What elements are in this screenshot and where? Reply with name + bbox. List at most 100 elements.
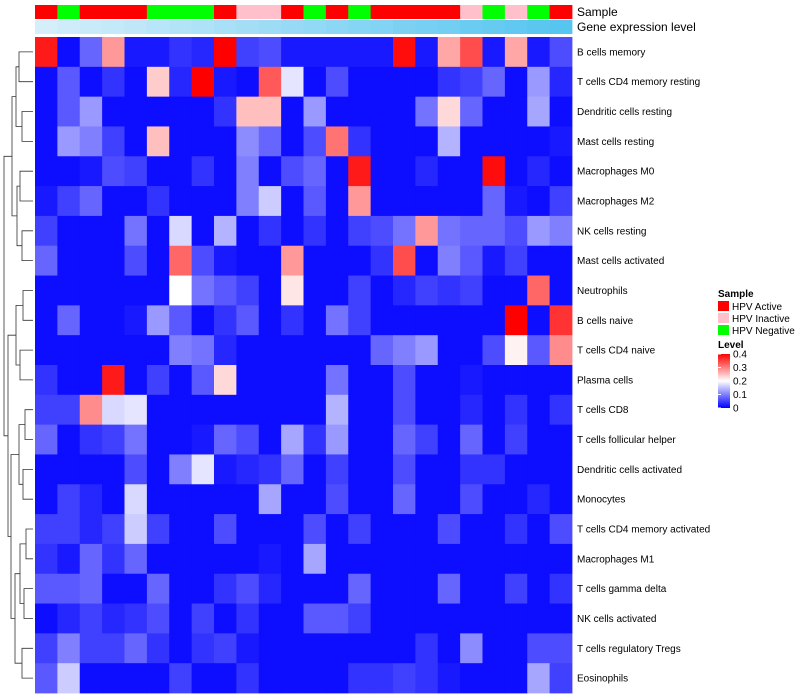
heatmap-cell <box>482 543 506 575</box>
heatmap-cell <box>348 543 372 575</box>
heatmap-cell <box>303 514 327 545</box>
heatmap-cell <box>437 96 461 127</box>
sample-annotation-cell <box>124 5 148 19</box>
heatmap-cell <box>102 603 125 634</box>
heatmap-cell <box>303 603 327 634</box>
dendrogram-branch <box>18 424 25 485</box>
heatmap-cell <box>437 573 461 604</box>
level-tick-label: 0 <box>733 404 739 415</box>
heatmap-cell <box>146 126 170 157</box>
expression-annotation-cell <box>460 20 483 34</box>
heatmap-cell <box>460 215 483 247</box>
heatmap-cell <box>504 66 528 98</box>
heatmap-cell <box>482 37 506 68</box>
heatmap-cell <box>527 305 551 336</box>
heatmap-cell <box>35 156 58 187</box>
heatmap-cell <box>191 514 215 545</box>
heatmap-cell <box>258 126 282 157</box>
heatmap-cell <box>348 394 372 426</box>
expression-annotation-cell <box>504 20 528 34</box>
heatmap-cell <box>146 245 170 276</box>
dendrogram-branch <box>14 573 22 664</box>
heatmap-cell <box>437 305 461 336</box>
heatmap-cell <box>146 96 170 127</box>
heatmap-cell <box>146 215 170 247</box>
heatmap-cell <box>348 126 372 157</box>
row-label: Dendritic cells activated <box>577 465 682 476</box>
heatmap-cell <box>348 365 372 396</box>
heatmap-cell <box>393 424 416 455</box>
heatmap-cell <box>169 514 193 545</box>
heatmap-cell <box>79 365 103 396</box>
heatmap-cell <box>303 96 327 127</box>
expression-annotation-label: Gene expression level <box>577 20 696 34</box>
heatmap-cell <box>35 543 58 575</box>
heatmap-cell <box>415 633 439 664</box>
heatmap-cell <box>191 335 215 366</box>
heatmap-cell <box>437 37 461 68</box>
dendrogram-branch <box>19 543 26 604</box>
row-label: T cells CD4 memory activated <box>577 525 710 536</box>
row-label: B cells memory <box>577 47 645 58</box>
heatmap-cell <box>325 633 349 664</box>
heatmap-cell <box>482 633 506 664</box>
heatmap-cell <box>348 275 372 306</box>
heatmap-cell <box>258 156 282 187</box>
heatmap-cell <box>303 454 327 485</box>
heatmap-cell <box>370 663 394 694</box>
level-tick-label: 0.2 <box>733 377 747 388</box>
heatmap-cell <box>303 215 327 247</box>
heatmap-cell <box>393 335 416 366</box>
heatmap-cell <box>214 394 237 426</box>
heatmap-cell <box>549 37 573 68</box>
sample-annotation-cell <box>214 5 237 19</box>
row-label: T cells regulatory Tregs <box>577 644 681 655</box>
sample-annotation-cell <box>191 5 215 19</box>
heatmap-cell <box>460 156 483 187</box>
heatmap-cell <box>504 484 528 515</box>
heatmap-cell <box>348 603 372 634</box>
heatmap-cell <box>214 186 237 217</box>
heatmap-cell <box>57 365 81 396</box>
heatmap-cell <box>504 335 528 366</box>
heatmap-cell <box>102 424 125 455</box>
heatmap-cell <box>482 186 506 217</box>
heatmap-cell <box>169 275 193 306</box>
sample-annotation-cell <box>549 5 573 19</box>
heatmap-cell <box>460 424 483 455</box>
heatmap-cell <box>169 633 193 664</box>
heatmap-cell <box>236 305 260 336</box>
sample-annotation-cell <box>482 5 506 19</box>
heatmap-cell <box>370 96 394 127</box>
row-label: Neutrophils <box>577 286 628 297</box>
heatmap-cell <box>348 215 372 247</box>
legend-sample-label: HPV Inactive <box>732 314 790 325</box>
sample-annotation-label: Sample <box>577 5 618 19</box>
sample-annotation-cell <box>437 5 461 19</box>
heatmap-cell <box>57 424 81 455</box>
heatmap-cell <box>236 126 260 157</box>
heatmap-cell <box>504 215 528 247</box>
heatmap-cell <box>214 66 237 98</box>
heatmap-cell <box>281 454 304 485</box>
expression-annotation-cell <box>527 20 551 34</box>
heatmap-cell <box>303 335 327 366</box>
heatmap-cell <box>35 365 58 396</box>
heatmap-cell <box>303 633 327 664</box>
heatmap-cell <box>460 454 483 485</box>
heatmap-cell <box>214 454 237 485</box>
heatmap-cell <box>169 245 193 276</box>
expression-annotation-cell <box>281 20 304 34</box>
heatmap-cell <box>303 305 327 336</box>
heatmap-cell <box>191 156 215 187</box>
heatmap-cell <box>146 305 170 336</box>
heatmap-cell <box>124 394 148 426</box>
heatmap-cell <box>124 424 148 455</box>
heatmap-cell <box>303 245 327 276</box>
heatmap-cell <box>102 215 125 247</box>
heatmap-cell <box>146 37 170 68</box>
heatmap-cell <box>258 186 282 217</box>
sample-annotation-cell <box>370 5 394 19</box>
heatmap-cell <box>191 245 215 276</box>
